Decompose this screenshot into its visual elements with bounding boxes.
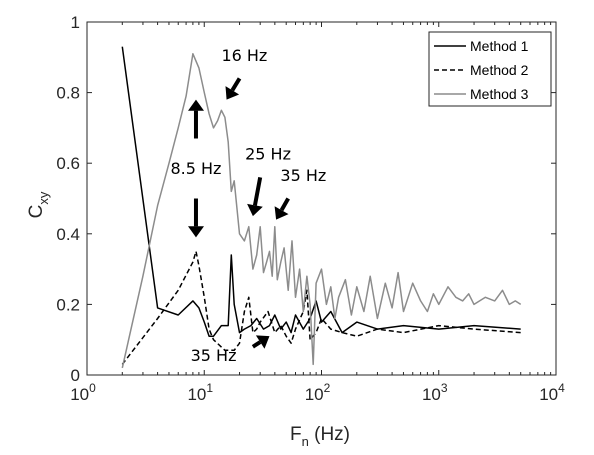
axis-ticks: 100 101 102 103 104 0 0.2 0.4 0.6 0.8 1 (56, 13, 565, 404)
x-tick-label: 103 (422, 381, 448, 404)
legend: Method 1 Method 2 Method 3 (428, 31, 552, 107)
annotation-arrow-head (225, 86, 240, 100)
annotation-arrow-head (255, 335, 270, 349)
annotation-arrow-shaft (279, 197, 290, 212)
x-axis-label: Fn (Hz) (290, 424, 350, 449)
annotation-arrow-head (188, 226, 204, 238)
annotation-label: 16 Hz (221, 46, 267, 65)
y-tick-label: 0.6 (56, 154, 80, 173)
annotation-label: 35 Hz (280, 166, 326, 185)
y-tick-label: 0 (71, 366, 80, 385)
y-tick-label: 1 (71, 13, 80, 32)
annotation-arrow-shaft (230, 77, 242, 92)
legend-label-method-3: Method 3 (470, 86, 529, 102)
annotation-arrow-shaft (251, 340, 262, 349)
x-tick-label: 101 (187, 381, 213, 404)
annotation-label: 25 Hz (245, 145, 291, 164)
annotation-arrow-head (188, 99, 204, 111)
x-tick-label: 100 (70, 381, 96, 404)
series-line-method-3 (121, 53, 522, 369)
annotation-arrow-head (274, 206, 289, 220)
series-line-method-2 (121, 250, 521, 365)
legend-label-method-1: Method 1 (470, 38, 529, 54)
y-tick-label: 0.8 (56, 84, 80, 103)
y-tick-label: 0.2 (56, 295, 80, 314)
y-axis-label: Cxy (26, 191, 51, 218)
annotation-arrow-shaft (252, 176, 263, 206)
annotation-arrow-head (247, 203, 263, 217)
annotation-label: 8.5 Hz (170, 159, 221, 178)
x-tick-label: 102 (305, 381, 331, 404)
series-line-method-1 (121, 46, 521, 337)
x-tick-label: 104 (539, 381, 565, 404)
legend-label-method-2: Method 2 (470, 62, 529, 78)
y-tick-label: 0.4 (56, 225, 80, 244)
annotation-label: 35 Hz (191, 346, 237, 365)
series-lines (121, 46, 522, 369)
annotations: 16 Hz 8.5 Hz 25 Hz 35 Hz 35 Hz (170, 46, 326, 365)
